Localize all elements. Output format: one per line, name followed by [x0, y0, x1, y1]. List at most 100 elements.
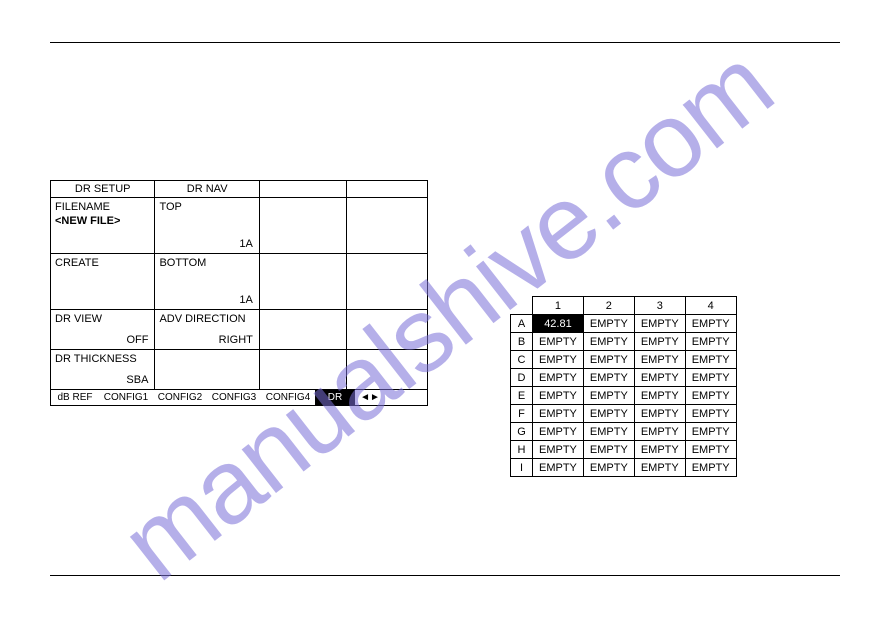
col-header-1: 1: [533, 297, 584, 315]
row-header-h: H: [511, 441, 533, 459]
cell-filename[interactable]: FILENAME <NEW FILE>: [51, 198, 155, 253]
value-new-file: <NEW FILE>: [55, 215, 150, 227]
grid-row-d: D EMPTY EMPTY EMPTY EMPTY: [511, 369, 737, 387]
cell-e2[interactable]: EMPTY: [583, 387, 634, 405]
grid-row-i: I EMPTY EMPTY EMPTY EMPTY: [511, 459, 737, 477]
cell-g2[interactable]: EMPTY: [583, 423, 634, 441]
cell-c2[interactable]: EMPTY: [583, 351, 634, 369]
cell-a1-selected[interactable]: 42.81: [533, 315, 584, 333]
row-header-a: A: [511, 315, 533, 333]
cell-c1[interactable]: EMPTY: [533, 351, 584, 369]
cell-e4[interactable]: EMPTY: [685, 387, 736, 405]
cell-h1[interactable]: EMPTY: [533, 441, 584, 459]
grid-row-f: F EMPTY EMPTY EMPTY EMPTY: [511, 405, 737, 423]
panel-row-drview: DR VIEW OFF ADV DIRECTION RIGHT: [51, 310, 427, 350]
horizontal-rule-bottom: [50, 575, 840, 576]
cell-e3[interactable]: EMPTY: [634, 387, 685, 405]
cell-d2[interactable]: EMPTY: [583, 369, 634, 387]
header-empty-4: [347, 181, 427, 197]
cell-empty-r2c4: [347, 254, 427, 309]
cell-g3[interactable]: EMPTY: [634, 423, 685, 441]
row-header-c: C: [511, 351, 533, 369]
label-dr-view: DR VIEW: [55, 313, 150, 325]
footer-config1[interactable]: CONFIG1: [99, 390, 153, 405]
cell-d3[interactable]: EMPTY: [634, 369, 685, 387]
cell-bottom[interactable]: BOTTOM 1A: [155, 254, 259, 309]
grid-row-a: A 42.81 EMPTY EMPTY EMPTY: [511, 315, 737, 333]
cell-adv-direction[interactable]: ADV DIRECTION RIGHT: [155, 310, 259, 349]
cell-i2[interactable]: EMPTY: [583, 459, 634, 477]
cell-h3[interactable]: EMPTY: [634, 441, 685, 459]
row-header-b: B: [511, 333, 533, 351]
cell-empty-r3c4: [347, 310, 427, 349]
label-bottom: BOTTOM: [159, 257, 254, 269]
row-header-e: E: [511, 387, 533, 405]
cell-empty-r4c4: [347, 350, 427, 389]
row-header-f: F: [511, 405, 533, 423]
label-create: CREATE: [55, 257, 150, 269]
footer-db-ref[interactable]: dB REF: [51, 390, 99, 405]
grid-row-b: B EMPTY EMPTY EMPTY EMPTY: [511, 333, 737, 351]
cell-f3[interactable]: EMPTY: [634, 405, 685, 423]
cell-create[interactable]: CREATE: [51, 254, 155, 309]
col-header-4: 4: [685, 297, 736, 315]
cell-e1[interactable]: EMPTY: [533, 387, 584, 405]
cell-g4[interactable]: EMPTY: [685, 423, 736, 441]
cell-empty-r4c3: [260, 350, 348, 389]
cell-f4[interactable]: EMPTY: [685, 405, 736, 423]
cell-empty-r2c3: [260, 254, 348, 309]
cell-b2[interactable]: EMPTY: [583, 333, 634, 351]
label-adv-direction: ADV DIRECTION: [159, 313, 254, 325]
footer-arrows-icon[interactable]: ◄►: [355, 390, 385, 405]
cell-h2[interactable]: EMPTY: [583, 441, 634, 459]
header-empty-3: [260, 181, 348, 197]
panel-row-drthickness: DR THICKNESS SBA: [51, 350, 427, 390]
grid-row-e: E EMPTY EMPTY EMPTY EMPTY: [511, 387, 737, 405]
row-header-d: D: [511, 369, 533, 387]
cell-a3[interactable]: EMPTY: [634, 315, 685, 333]
footer-config2[interactable]: CONFIG2: [153, 390, 207, 405]
row-header-i: I: [511, 459, 533, 477]
cell-empty-r4c2: [155, 350, 259, 389]
col-header-2: 2: [583, 297, 634, 315]
header-dr-setup: DR SETUP: [51, 181, 155, 197]
cell-c3[interactable]: EMPTY: [634, 351, 685, 369]
footer-config3[interactable]: CONFIG3: [207, 390, 261, 405]
cell-f2[interactable]: EMPTY: [583, 405, 634, 423]
footer-config4[interactable]: CONFIG4: [261, 390, 315, 405]
cell-empty-r1c3: [260, 198, 348, 253]
cell-f1[interactable]: EMPTY: [533, 405, 584, 423]
cell-b4[interactable]: EMPTY: [685, 333, 736, 351]
panel-row-create: CREATE BOTTOM 1A: [51, 254, 427, 310]
cell-i3[interactable]: EMPTY: [634, 459, 685, 477]
cell-empty-r3c3: [260, 310, 348, 349]
cell-c4[interactable]: EMPTY: [685, 351, 736, 369]
cell-d4[interactable]: EMPTY: [685, 369, 736, 387]
cell-top[interactable]: TOP 1A: [155, 198, 259, 253]
cell-b1[interactable]: EMPTY: [533, 333, 584, 351]
value-dr-thickness: SBA: [126, 374, 148, 386]
cell-a4[interactable]: EMPTY: [685, 315, 736, 333]
dr-setup-panel: DR SETUP DR NAV FILENAME <NEW FILE> TOP …: [50, 180, 428, 406]
label-top: TOP: [159, 201, 254, 213]
cell-i4[interactable]: EMPTY: [685, 459, 736, 477]
cell-i1[interactable]: EMPTY: [533, 459, 584, 477]
data-grid: 1 2 3 4 A 42.81 EMPTY EMPTY EMPTY B EMPT…: [510, 296, 737, 477]
cell-dr-thickness[interactable]: DR THICKNESS SBA: [51, 350, 155, 389]
value-adv-direction: RIGHT: [219, 334, 253, 346]
cell-d1[interactable]: EMPTY: [533, 369, 584, 387]
panel-row-filename: FILENAME <NEW FILE> TOP 1A: [51, 198, 427, 254]
panel-header-row: DR SETUP DR NAV: [51, 181, 427, 198]
cell-h4[interactable]: EMPTY: [685, 441, 736, 459]
value-top: 1A: [239, 238, 252, 250]
grid-row-g: G EMPTY EMPTY EMPTY EMPTY: [511, 423, 737, 441]
cell-b3[interactable]: EMPTY: [634, 333, 685, 351]
cell-g1[interactable]: EMPTY: [533, 423, 584, 441]
footer-dr-selected[interactable]: DR: [315, 390, 355, 405]
cell-a2[interactable]: EMPTY: [583, 315, 634, 333]
value-bottom: 1A: [239, 294, 252, 306]
row-header-g: G: [511, 423, 533, 441]
grid-header-row: 1 2 3 4: [511, 297, 737, 315]
label-filename: FILENAME: [55, 201, 150, 213]
cell-dr-view[interactable]: DR VIEW OFF: [51, 310, 155, 349]
